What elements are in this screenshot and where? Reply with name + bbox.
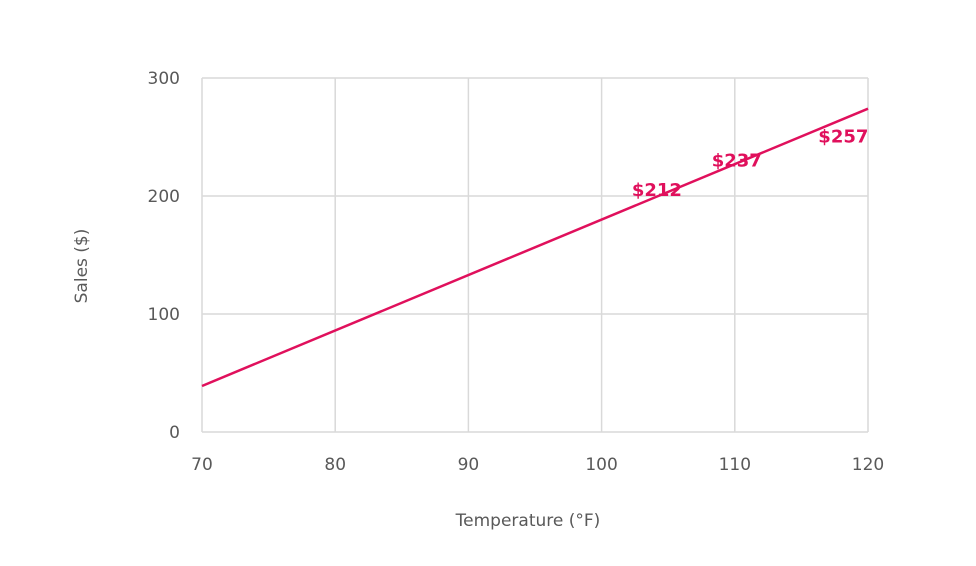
sales-line (201, 107, 869, 388)
x-tick-label: 120 (852, 455, 884, 475)
x-tick-label: 100 (585, 455, 617, 475)
y-tick-label: 300 (148, 69, 180, 89)
y-axis-ticks: 0 100 200 300 (148, 69, 180, 443)
x-tick-label: 70 (191, 455, 213, 475)
y-tick-label: 0 (169, 423, 180, 443)
data-labels: $212 $237 $257 (632, 127, 869, 201)
x-tick-label: 80 (324, 455, 346, 475)
x-tick-label: 90 (458, 455, 480, 475)
y-tick-label: 200 (148, 187, 180, 207)
gridlines (201, 77, 869, 433)
data-label: $212 (632, 180, 682, 201)
x-axis-title: Temperature (°F) (455, 511, 601, 531)
x-axis-ticks: 70 80 90 100 110 120 (191, 455, 884, 475)
data-label: $257 (818, 127, 868, 148)
y-tick-label: 100 (148, 305, 180, 325)
y-axis-title: Sales ($) (72, 229, 92, 304)
x-tick-label: 110 (719, 455, 751, 475)
data-label: $237 (712, 150, 762, 171)
